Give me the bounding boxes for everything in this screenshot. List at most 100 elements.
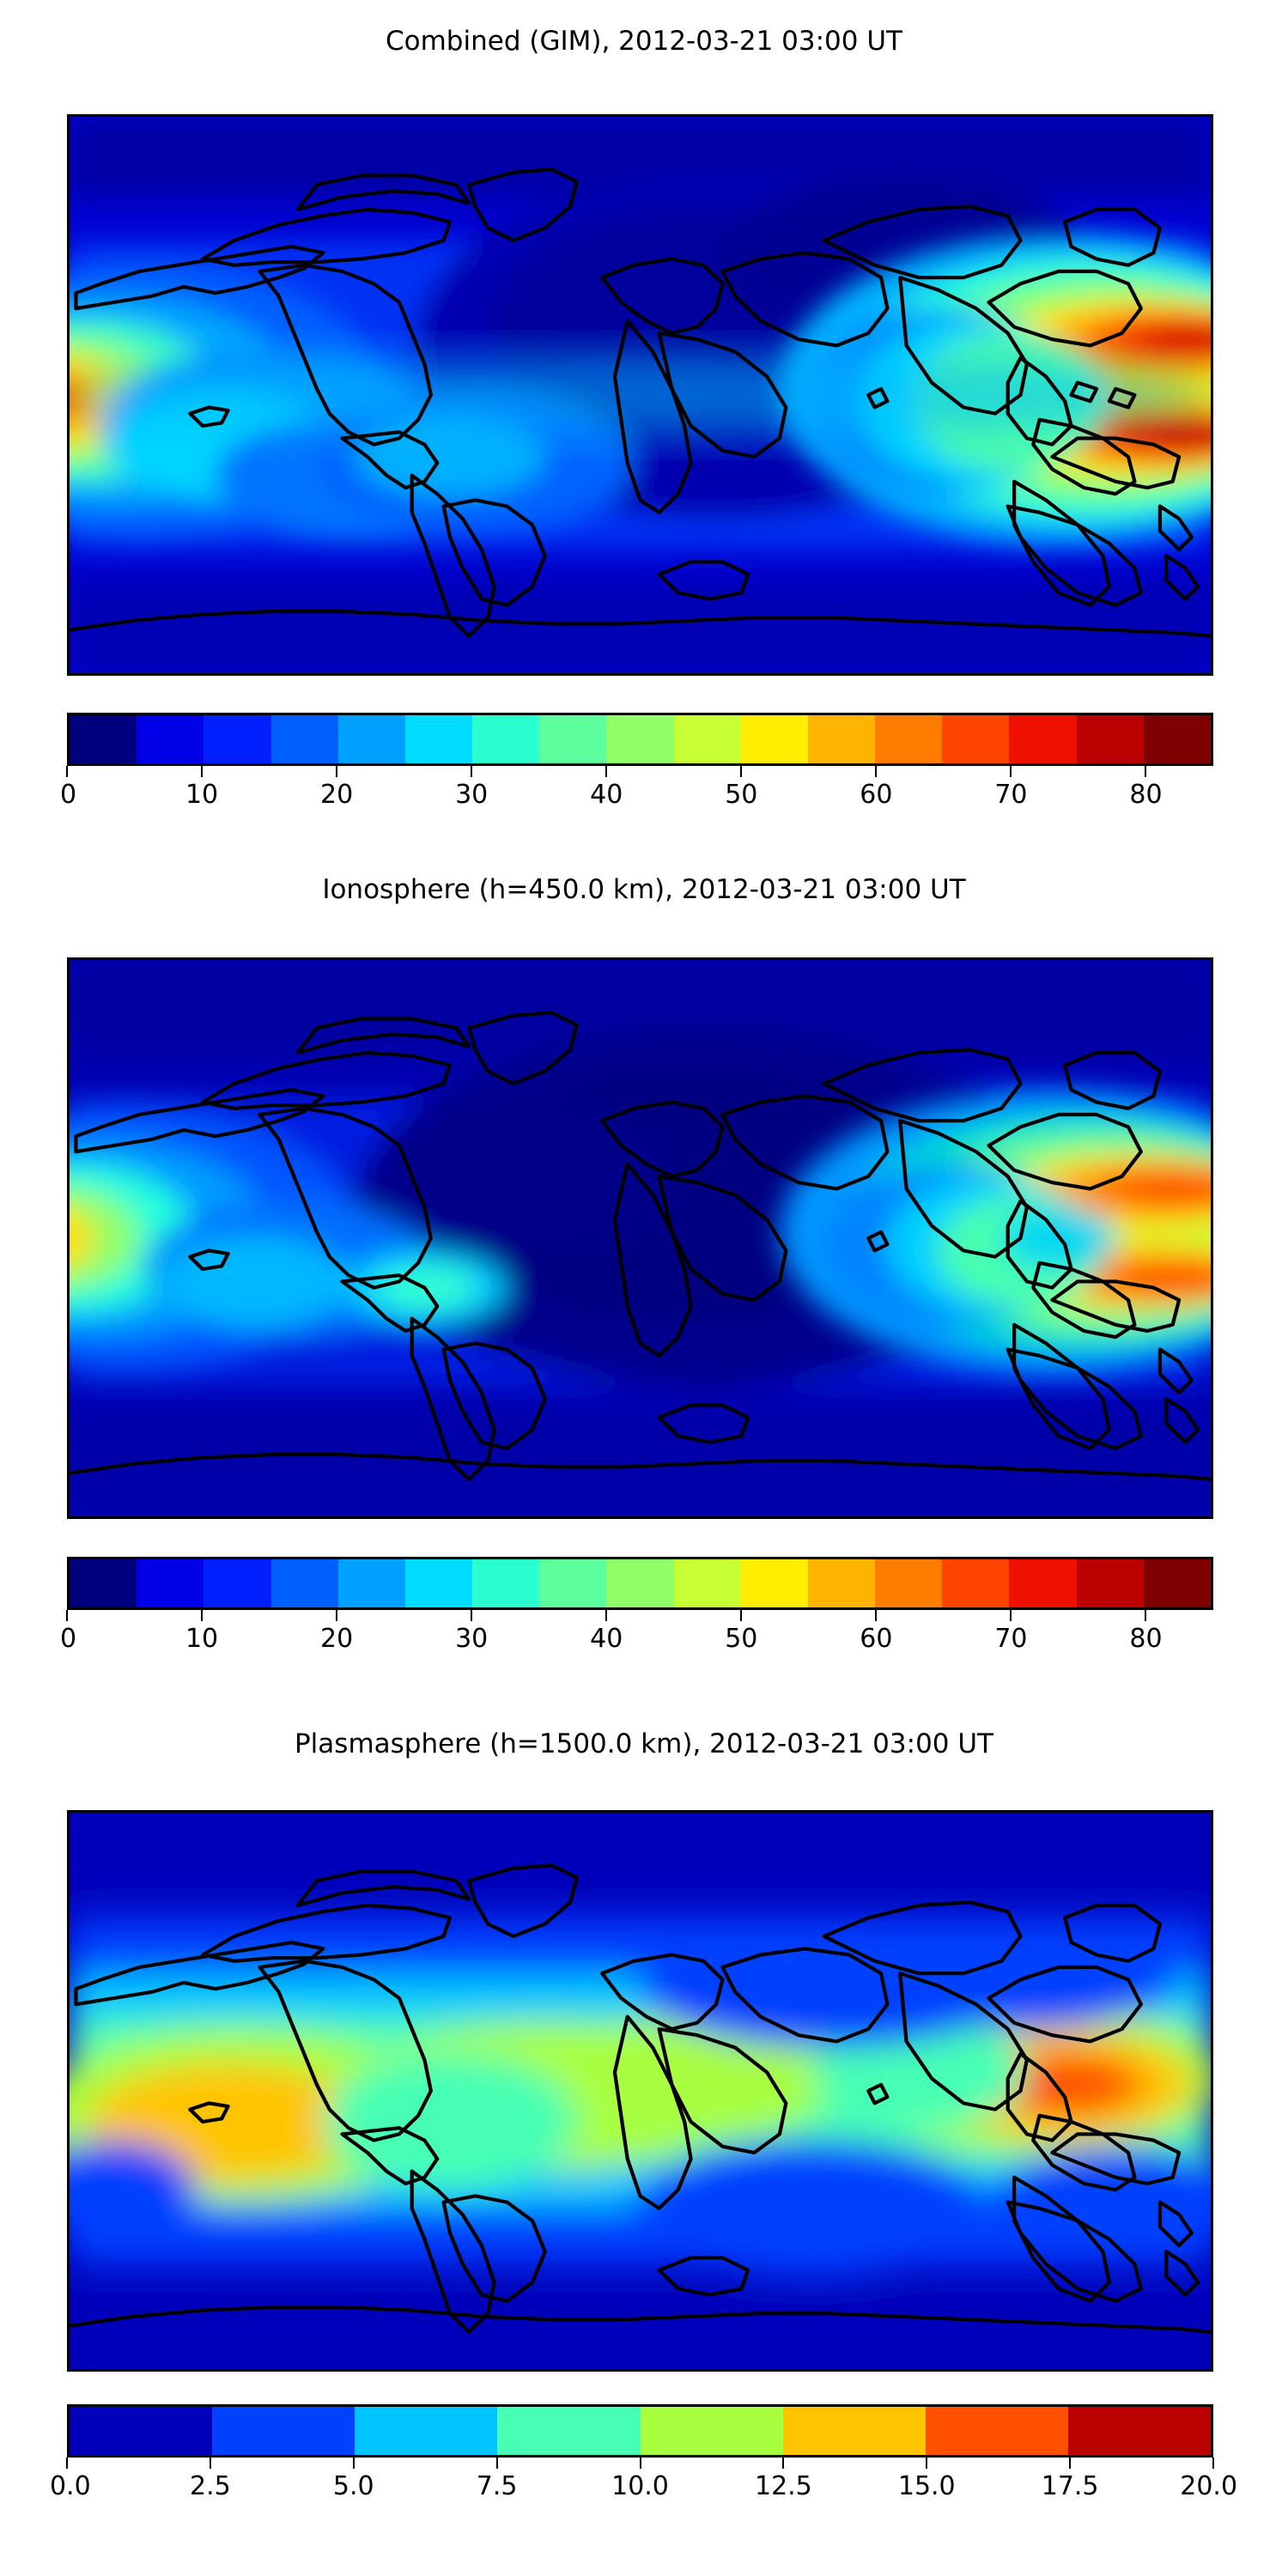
colorbar-tick-label-0: 0.0 xyxy=(49,2471,91,2501)
colorbar-band-7 xyxy=(539,715,607,763)
colorbar-band-10 xyxy=(740,715,808,763)
colorbar-wrap-ionosphere: 0 10 20 30 40 50 60 70 80 xyxy=(60,1557,1213,1662)
map-canvas-ionosphere xyxy=(70,960,1211,1516)
colorbar-tick-7 xyxy=(1010,766,1012,777)
map-canvas-plasmasphere xyxy=(70,1813,1211,2369)
colorbar-band-16 xyxy=(1143,1559,1211,1607)
colorbar-labels-plasmasphere: 0.0 2.5 5.0 7.5 10.0 12.5 15.0 17.5 20.0 xyxy=(50,2470,1237,2509)
colorbar-tick-6 xyxy=(875,766,878,777)
colorbar-tick-4 xyxy=(639,2458,641,2469)
colorbar-ticks-combined xyxy=(66,766,1213,778)
colorbar-tick-7 xyxy=(1069,2458,1072,2469)
map-canvas-combined xyxy=(70,117,1211,673)
colorbar-band-2 xyxy=(204,1559,271,1607)
colorbar-ionosphere[interactable] xyxy=(67,1557,1213,1610)
colorbar-tick-label-3: 30 xyxy=(455,1624,489,1654)
colorbar-band-0 xyxy=(70,1559,137,1607)
colorbar-band-10 xyxy=(740,1559,808,1607)
colorbar-band-13 xyxy=(942,1559,1010,1607)
colorbar-tick-label-4: 10.0 xyxy=(611,2471,669,2501)
colorbar-tick-label-1: 2.5 xyxy=(190,2471,231,2501)
colorbar-band-2 xyxy=(204,715,271,763)
colorbar-tick-label-0: 0 xyxy=(59,780,77,810)
colorbar-band-8 xyxy=(606,1559,674,1607)
colorbar-band-4 xyxy=(337,715,405,763)
map-axes-plasmasphere xyxy=(67,1810,1213,2372)
colorbar-band-6 xyxy=(472,715,540,763)
colorbar-band-12 xyxy=(875,1559,943,1607)
colorbar-tick-label-4: 40 xyxy=(590,780,623,810)
colorbar-band-5 xyxy=(782,2407,926,2455)
colorbar-tick-6 xyxy=(926,2458,928,2469)
colorbar-tick-5 xyxy=(740,1610,743,1621)
colorbar-tick-label-1: 10 xyxy=(185,1624,219,1654)
colorbar-tick-0 xyxy=(66,2458,68,2469)
colorbar-tick-label-6: 60 xyxy=(860,780,893,810)
colorbar-band-3 xyxy=(497,2407,641,2455)
colorbar-band-7 xyxy=(539,1559,607,1607)
colorbar-tick-6 xyxy=(875,1610,878,1621)
panel-plasmasphere: Plasmasphere (h=1500.0 km), 2012-03-21 0… xyxy=(0,1728,1288,1759)
colorbar-band-3 xyxy=(270,715,338,763)
colorbar-tick-label-2: 5.0 xyxy=(332,2471,374,2501)
colorbar-tick-8 xyxy=(1145,1610,1147,1621)
panel-combined-gim: Combined (GIM), 2012-03-21 03:00 UT xyxy=(0,26,1288,57)
colorbar-tick-label-2: 20 xyxy=(320,1624,354,1654)
colorbar-tick-label-7: 17.5 xyxy=(1041,2471,1099,2501)
colorbar-band-5 xyxy=(404,715,473,763)
colorbar-tick-label-3: 30 xyxy=(455,780,489,810)
colorbar-band-11 xyxy=(807,715,876,763)
colorbar-tick-label-8: 80 xyxy=(1129,1624,1163,1654)
coastlines-plasmasphere xyxy=(70,1863,1211,2334)
colorbar-tick-4 xyxy=(605,766,608,777)
colorbar-tick-3 xyxy=(471,1610,473,1621)
colorbar-tick-label-1: 10 xyxy=(185,780,219,810)
colorbar-tick-label-2: 20 xyxy=(320,780,354,810)
colorbar-band-0 xyxy=(70,2407,213,2455)
colorbar-band-5 xyxy=(404,1559,473,1607)
colorbar-band-0 xyxy=(70,715,137,763)
colorbar-band-6 xyxy=(472,1559,540,1607)
colorbar-ticks-ionosphere xyxy=(66,1610,1213,1622)
colorbar-tick-3 xyxy=(495,2458,498,2469)
colorbar-tick-1 xyxy=(201,766,204,777)
colorbar-tick-label-5: 50 xyxy=(725,1624,758,1654)
colorbar-band-2 xyxy=(355,2407,498,2455)
panel-title-combined: Combined (GIM), 2012-03-21 03:00 UT xyxy=(386,26,902,57)
colorbar-tick-label-6: 60 xyxy=(860,1624,893,1654)
colorbar-band-11 xyxy=(807,1559,876,1607)
map-axes-combined xyxy=(67,114,1213,676)
colorbar-tick-2 xyxy=(352,2458,355,2469)
colorbar-band-16 xyxy=(1143,715,1211,763)
colorbar-band-14 xyxy=(1009,715,1077,763)
colorbar-band-15 xyxy=(1076,1559,1144,1607)
colorbar-band-3 xyxy=(270,1559,338,1607)
colorbar-ticks-plasmasphere xyxy=(66,2458,1214,2470)
colorbar-tick-label-4: 40 xyxy=(590,1624,623,1654)
colorbar-band-4 xyxy=(337,1559,405,1607)
coastlines-combined xyxy=(70,167,1211,638)
colorbar-tick-label-7: 70 xyxy=(994,780,1028,810)
colorbar-band-13 xyxy=(942,715,1010,763)
colorbar-tick-5 xyxy=(740,766,743,777)
colorbar-plasmasphere[interactable] xyxy=(67,2404,1213,2458)
colorbar-tick-4 xyxy=(605,1610,608,1621)
colorbar-band-7 xyxy=(1067,2407,1211,2455)
colorbar-tick-0 xyxy=(66,766,68,777)
colorbar-band-12 xyxy=(875,715,943,763)
panel-ionosphere: Ionosphere (h=450.0 km), 2012-03-21 03:0… xyxy=(0,874,1288,905)
colorbar-band-14 xyxy=(1009,1559,1077,1607)
colorbar-combined[interactable] xyxy=(67,713,1213,766)
coastlines-ionosphere xyxy=(70,1011,1211,1481)
colorbar-tick-8 xyxy=(1212,2458,1214,2469)
colorbar-tick-3 xyxy=(471,766,473,777)
map-axes-ionosphere xyxy=(67,957,1213,1519)
colorbar-tick-8 xyxy=(1145,766,1147,777)
colorbar-band-8 xyxy=(606,715,674,763)
colorbar-wrap-plasmasphere: 0.0 2.5 5.0 7.5 10.0 12.5 15.0 17.5 20.0 xyxy=(50,2404,1237,2509)
colorbar-band-9 xyxy=(673,715,741,763)
colorbar-band-1 xyxy=(212,2407,355,2455)
colorbar-tick-1 xyxy=(201,1610,204,1621)
panel-title-plasmasphere: Plasmasphere (h=1500.0 km), 2012-03-21 0… xyxy=(294,1728,993,1759)
